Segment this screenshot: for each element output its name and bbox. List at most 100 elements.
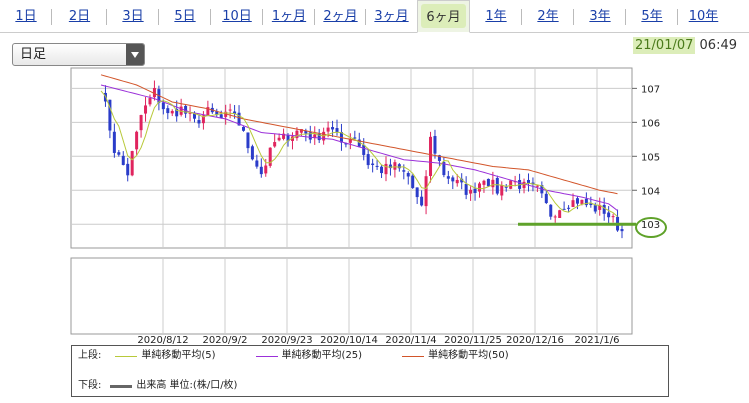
candle-body (607, 212, 611, 218)
tab-label: 3ヶ月 (374, 9, 409, 24)
candle-body (558, 210, 562, 218)
candle-body (166, 108, 170, 114)
candle-body (433, 136, 437, 154)
candle-body (375, 165, 379, 167)
x-tick-label: 2020/9/23 (261, 335, 312, 345)
candle-body (509, 180, 513, 189)
candle-body (144, 105, 148, 114)
candle-body (170, 110, 174, 114)
candle-body (237, 112, 241, 126)
candle-body (273, 142, 277, 147)
candle-body (308, 132, 312, 140)
timestamp-date: 21/01/07 (633, 37, 696, 54)
legend-ma50: 単純移動平均(50) (428, 350, 509, 361)
candle-body (317, 133, 321, 141)
y-tick-label: 105 (641, 152, 660, 163)
candle-body (264, 165, 268, 174)
tab-3ヶ月[interactable]: 3ヶ月 (366, 0, 417, 32)
candle-body (584, 198, 588, 206)
y-tick-label: 107 (641, 84, 660, 95)
legend-volume: 出来高 単位:(株/口/枚) (136, 380, 238, 391)
x-tick-label: 2020/11/25 (444, 335, 502, 345)
candle-body (161, 102, 165, 110)
candle-body (175, 108, 179, 117)
candle-body (620, 229, 624, 232)
candle-body (135, 131, 139, 150)
tab-10日[interactable]: 10日 (211, 0, 263, 32)
x-tick-label: 2021/1/6 (575, 335, 620, 345)
tab-1年[interactable]: 1年 (470, 0, 522, 32)
candle-body (535, 185, 539, 187)
candle-body (331, 127, 335, 130)
legend-ma5: 単純移動平均(5) (141, 350, 216, 361)
candle-body (295, 130, 299, 139)
candle-body (598, 204, 602, 210)
candle-body (411, 175, 415, 188)
tab-2年[interactable]: 2年 (522, 0, 574, 32)
ma50-line (100, 74, 618, 195)
x-tick-label: 2020/8/12 (137, 335, 188, 345)
candle-body (464, 183, 468, 195)
tab-2ヶ月[interactable]: 2ヶ月 (315, 0, 366, 32)
tab-label: 1日 (15, 9, 37, 24)
candle-body (562, 208, 566, 210)
legend-ma25: 単純移動平均(25) (281, 350, 363, 361)
candle-body (304, 130, 308, 134)
tab-10年[interactable]: 10年 (678, 0, 729, 32)
legend-lower-label: 下段: (78, 380, 102, 391)
candle-body (478, 183, 482, 192)
y-tick-label: 106 (641, 118, 660, 129)
candle-body (442, 162, 446, 176)
candle-body (553, 216, 557, 218)
tab-3日[interactable]: 3日 (107, 0, 159, 32)
candle-body (575, 198, 579, 204)
candle-body (112, 131, 116, 153)
candle-body (380, 166, 384, 174)
candle-body (495, 177, 499, 194)
candle-body (366, 154, 370, 166)
candle-body (224, 111, 228, 117)
candle-body (406, 173, 410, 177)
candle-body (139, 115, 143, 131)
candle-body (357, 139, 361, 147)
candle-period-select[interactable]: 日足 (12, 43, 145, 66)
chevron-down-icon[interactable] (126, 44, 144, 65)
tab-label: 2ヶ月 (323, 9, 358, 24)
candle-body (108, 99, 112, 131)
candle-body (255, 160, 259, 167)
candle-body (429, 136, 433, 177)
candle-body (326, 127, 330, 132)
tab-2日[interactable]: 2日 (52, 0, 107, 32)
volume-panel (70, 257, 633, 335)
candle-body (549, 204, 553, 217)
candle-body (228, 109, 232, 111)
tab-label: 3日 (122, 9, 144, 24)
legend-upper-row: 上段: 単純移動平均(5) 単純移動平均(25) 単純移動平均(50) (78, 349, 509, 363)
tab-3年[interactable]: 3年 (574, 0, 626, 32)
candle-body (580, 199, 584, 204)
candle-body (469, 189, 473, 194)
tab-label: 10年 (688, 9, 719, 24)
candle-body (313, 134, 317, 139)
tab-5年[interactable]: 5年 (626, 0, 678, 32)
candle-body (491, 179, 495, 188)
x-tick-label: 2020/9/2 (203, 335, 248, 345)
candle-body (215, 111, 219, 115)
tab-1ヶ月[interactable]: 1ヶ月 (263, 0, 315, 32)
volume-swatch (110, 384, 133, 388)
ma25-swatch (255, 355, 278, 357)
ma5-line (100, 90, 618, 217)
ma50-swatch (402, 355, 425, 357)
tab-1日[interactable]: 1日 (0, 0, 52, 32)
tab-label: 5日 (174, 9, 196, 24)
tab-5日[interactable]: 5日 (159, 0, 211, 32)
ma5-swatch (115, 355, 138, 357)
candle-body (188, 112, 192, 114)
candle-body (206, 107, 210, 116)
candle-body (353, 137, 357, 139)
candle-body (184, 105, 188, 114)
tab-6ヶ月[interactable]: 6ヶ月 (417, 0, 470, 33)
candle-body (282, 133, 286, 139)
candle-body (500, 185, 504, 196)
tab-label: 2日 (68, 9, 91, 24)
